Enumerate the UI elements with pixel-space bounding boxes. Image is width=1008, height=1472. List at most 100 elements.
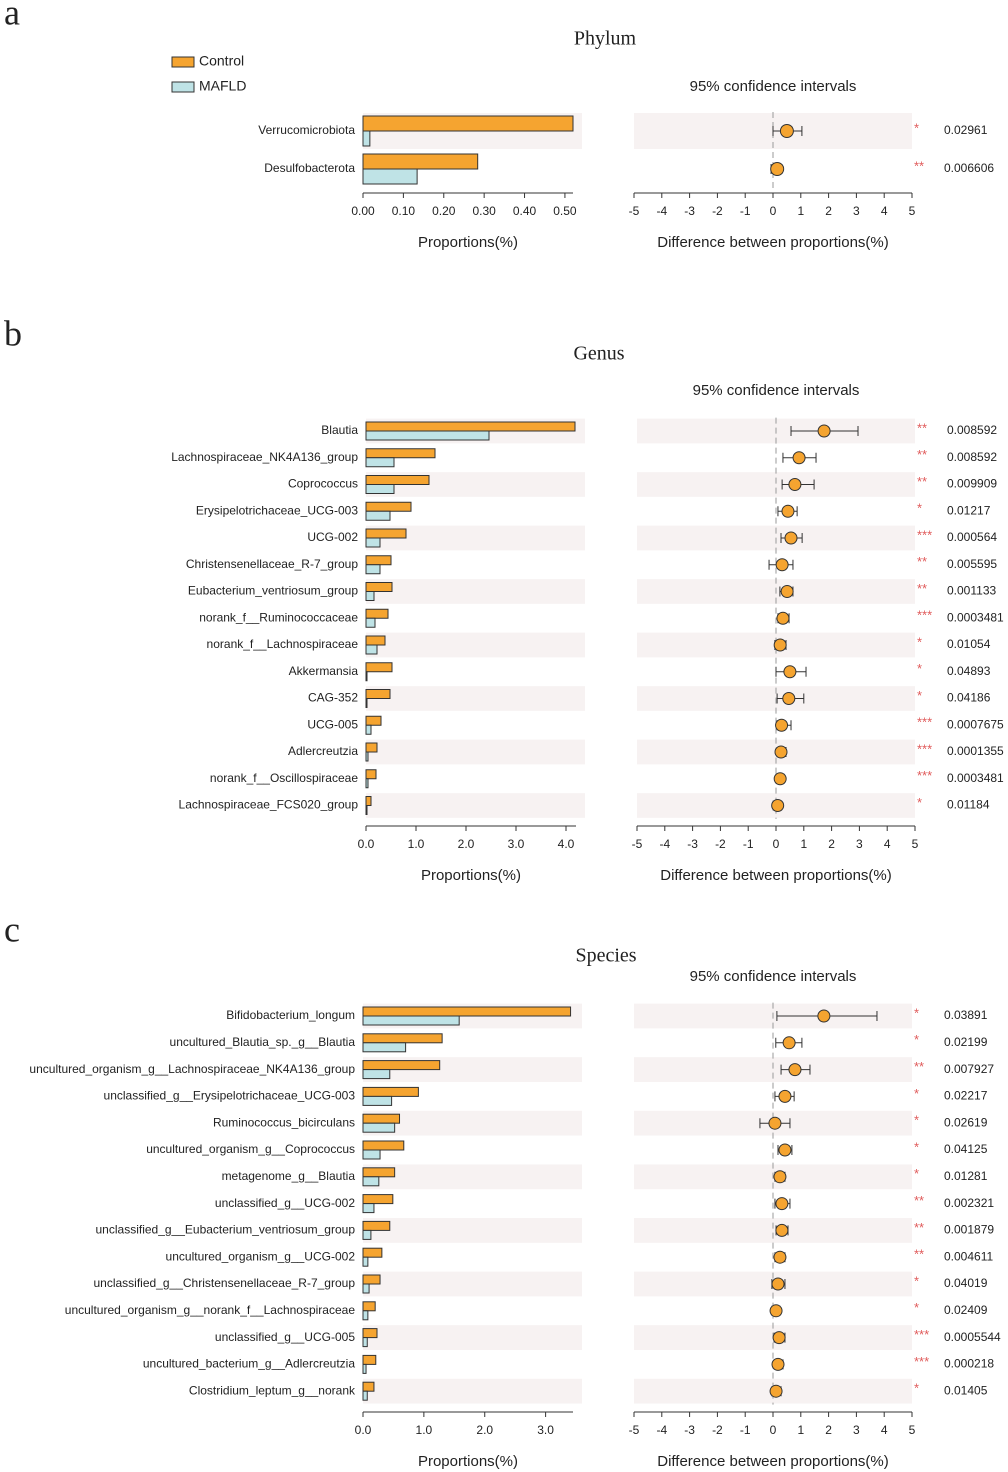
ci-point bbox=[772, 1331, 786, 1345]
x-tick-label: 2 bbox=[828, 837, 835, 851]
row-band bbox=[366, 739, 585, 765]
x-tick-label: 0.30 bbox=[472, 204, 496, 218]
ci-point bbox=[784, 531, 798, 545]
p-value: 0.02409 bbox=[944, 1303, 988, 1317]
ci-point bbox=[769, 1384, 783, 1398]
x-tick-label: 2.0 bbox=[476, 1423, 493, 1437]
row-band bbox=[366, 632, 585, 658]
category-label: unclassified_g__Christensenellaceae_R-7_… bbox=[93, 1276, 355, 1290]
row-band bbox=[363, 1218, 582, 1243]
bar bbox=[362, 1140, 405, 1151]
ci-point bbox=[773, 638, 787, 652]
bar bbox=[365, 608, 389, 619]
bar bbox=[365, 617, 376, 628]
ci-point bbox=[775, 558, 789, 572]
x-axis-label: Difference between proportions(%) bbox=[657, 234, 889, 251]
category-label: UCG-005 bbox=[307, 717, 358, 731]
significance: ** bbox=[917, 554, 927, 569]
ci-point bbox=[779, 124, 794, 138]
bar bbox=[362, 1283, 370, 1294]
x-tick-label: 0 bbox=[773, 837, 780, 851]
row-band bbox=[634, 1218, 912, 1243]
p-value: 0.03891 bbox=[944, 1008, 988, 1022]
ci-point bbox=[782, 692, 796, 705]
bar bbox=[362, 1256, 369, 1267]
x-tick-label: -5 bbox=[629, 1423, 640, 1437]
x-tick-label: -4 bbox=[656, 1423, 667, 1437]
bar bbox=[362, 1381, 375, 1392]
bar bbox=[365, 662, 393, 673]
x-tick-label: 2 bbox=[825, 1423, 832, 1437]
category-label: Akkermansia bbox=[289, 664, 359, 678]
p-value: 0.01281 bbox=[944, 1169, 988, 1183]
x-tick-label: 0 bbox=[770, 204, 777, 218]
p-value: 0.04893 bbox=[947, 664, 991, 678]
category-label: norank_f__Lachnospiraceae bbox=[207, 637, 359, 651]
bar bbox=[365, 421, 576, 432]
category-label: Lachnospiraceae_NK4A136_group bbox=[171, 450, 358, 464]
significance: ** bbox=[914, 1193, 924, 1208]
ci-point bbox=[775, 1197, 789, 1211]
category-label: Eubacterium_ventriosum_group bbox=[188, 584, 358, 598]
legend-swatch bbox=[171, 56, 195, 68]
ci-point bbox=[778, 1143, 792, 1157]
category-label: Desulfobacterota bbox=[264, 161, 355, 175]
ci-point bbox=[771, 1357, 785, 1371]
x-tick-label: 0.20 bbox=[432, 204, 456, 218]
category-label: Christensenellaceae_R-7_group bbox=[186, 557, 358, 571]
ci-title: 95% confidence intervals bbox=[690, 968, 857, 985]
bar bbox=[365, 751, 369, 762]
significance: * bbox=[917, 501, 922, 516]
category-label: unclassified_g__UCG-005 bbox=[215, 1330, 355, 1344]
p-value: 0.02619 bbox=[944, 1115, 988, 1129]
bar bbox=[365, 484, 395, 494]
bar bbox=[365, 805, 368, 815]
significance: * bbox=[914, 1300, 919, 1315]
x-tick-label: -5 bbox=[629, 204, 640, 218]
category-label: uncultured_Blautia_sp._g__Blautia bbox=[170, 1035, 356, 1049]
bar bbox=[365, 448, 436, 459]
bar bbox=[362, 1229, 372, 1240]
x-tick-label: 0.0 bbox=[358, 837, 375, 851]
bar bbox=[362, 1220, 391, 1231]
category-label: unclassified_g__Erysipelotrichaceae_UCG-… bbox=[104, 1089, 356, 1103]
ci-point bbox=[817, 1009, 831, 1023]
bar bbox=[365, 715, 382, 726]
x-tick-label: -1 bbox=[740, 204, 751, 218]
significance: * bbox=[914, 1005, 919, 1020]
p-value: 0.0003481 bbox=[947, 771, 1004, 785]
p-value: 0.02199 bbox=[944, 1035, 988, 1049]
ci-point bbox=[780, 585, 794, 598]
category-label: unclassified_g__UCG-002 bbox=[215, 1196, 355, 1210]
category-label: Erysipelotrichaceae_UCG-003 bbox=[196, 503, 358, 517]
significance: * bbox=[917, 661, 922, 676]
p-value: 0.0007675 bbox=[947, 717, 1004, 731]
p-value: 0.002321 bbox=[944, 1196, 994, 1210]
bar bbox=[362, 1363, 367, 1374]
ci-point bbox=[783, 665, 797, 679]
bar bbox=[365, 501, 412, 512]
p-value: 0.0005544 bbox=[944, 1330, 1001, 1344]
row-band bbox=[366, 793, 585, 818]
significance: * bbox=[914, 120, 919, 135]
category-label: uncultured_organism_g__Coprococcus bbox=[146, 1142, 355, 1156]
bar bbox=[365, 671, 368, 682]
bar bbox=[365, 689, 391, 699]
x-tick-label: -4 bbox=[659, 837, 670, 851]
bar bbox=[365, 457, 395, 468]
x-axis-label: Difference between proportions(%) bbox=[660, 867, 892, 884]
x-tick-label: 0.10 bbox=[392, 204, 416, 218]
bar bbox=[362, 115, 574, 132]
significance: *** bbox=[917, 608, 932, 623]
x-axis-label: Proportions(%) bbox=[418, 234, 518, 251]
x-tick-label: 1 bbox=[800, 837, 807, 851]
p-value: 0.001879 bbox=[944, 1223, 994, 1237]
bar bbox=[362, 1337, 368, 1348]
significance: *** bbox=[917, 715, 932, 730]
category-label: Clostridium_leptum_g__norank bbox=[189, 1383, 356, 1397]
x-tick-label: 1.0 bbox=[408, 837, 425, 851]
category-label: Adlercreutzia bbox=[288, 744, 358, 758]
bar bbox=[365, 475, 430, 485]
x-tick-label: 1.0 bbox=[416, 1423, 433, 1437]
bar bbox=[365, 537, 381, 548]
